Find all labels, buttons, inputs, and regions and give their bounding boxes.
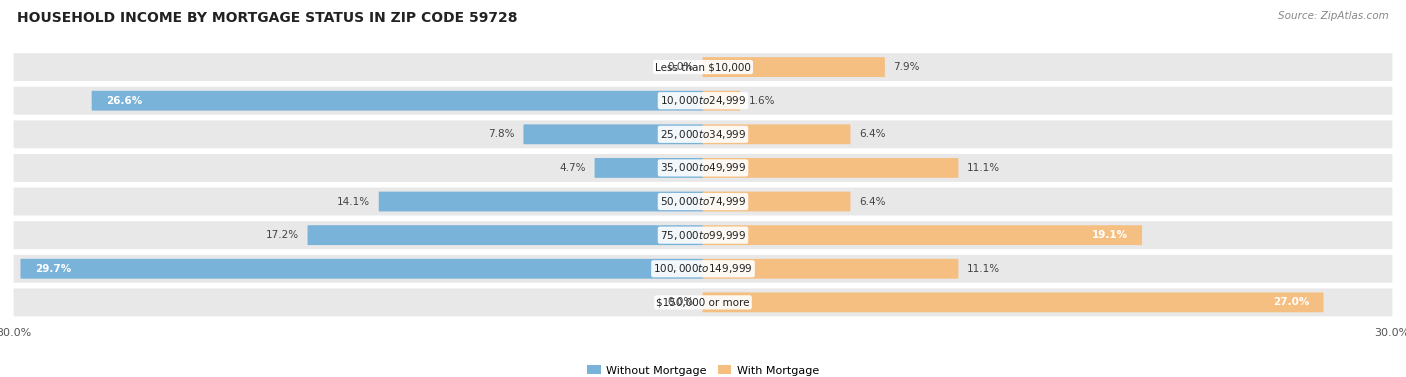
Text: Source: ZipAtlas.com: Source: ZipAtlas.com (1278, 11, 1389, 21)
FancyBboxPatch shape (703, 124, 851, 144)
FancyBboxPatch shape (14, 221, 1392, 249)
FancyBboxPatch shape (703, 225, 1142, 245)
Text: 0.0%: 0.0% (668, 62, 693, 72)
FancyBboxPatch shape (703, 293, 1323, 312)
FancyBboxPatch shape (21, 259, 703, 279)
Text: Less than $10,000: Less than $10,000 (655, 62, 751, 72)
Text: HOUSEHOLD INCOME BY MORTGAGE STATUS IN ZIP CODE 59728: HOUSEHOLD INCOME BY MORTGAGE STATUS IN Z… (17, 11, 517, 25)
Text: 11.1%: 11.1% (967, 163, 1000, 173)
FancyBboxPatch shape (703, 57, 884, 77)
Text: 26.6%: 26.6% (105, 96, 142, 106)
FancyBboxPatch shape (14, 87, 1392, 115)
Text: 4.7%: 4.7% (560, 163, 586, 173)
FancyBboxPatch shape (14, 188, 1392, 216)
FancyBboxPatch shape (703, 192, 851, 211)
Text: 29.7%: 29.7% (35, 264, 70, 274)
Text: 7.8%: 7.8% (488, 129, 515, 139)
FancyBboxPatch shape (14, 154, 1392, 182)
Text: $50,000 to $74,999: $50,000 to $74,999 (659, 195, 747, 208)
Text: 6.4%: 6.4% (859, 129, 886, 139)
Text: 27.0%: 27.0% (1272, 297, 1309, 307)
Text: $75,000 to $99,999: $75,000 to $99,999 (659, 228, 747, 242)
Text: $25,000 to $34,999: $25,000 to $34,999 (659, 128, 747, 141)
Text: 17.2%: 17.2% (266, 230, 299, 240)
FancyBboxPatch shape (703, 259, 959, 279)
Text: 7.9%: 7.9% (894, 62, 920, 72)
Text: 0.0%: 0.0% (668, 297, 693, 307)
Text: 14.1%: 14.1% (337, 196, 370, 207)
Text: 11.1%: 11.1% (967, 264, 1000, 274)
Text: $35,000 to $49,999: $35,000 to $49,999 (659, 161, 747, 175)
FancyBboxPatch shape (595, 158, 703, 178)
Text: $10,000 to $24,999: $10,000 to $24,999 (659, 94, 747, 107)
FancyBboxPatch shape (523, 124, 703, 144)
Legend: Without Mortgage, With Mortgage: Without Mortgage, With Mortgage (582, 361, 824, 377)
Text: $100,000 to $149,999: $100,000 to $149,999 (654, 262, 752, 275)
Text: 19.1%: 19.1% (1091, 230, 1128, 240)
FancyBboxPatch shape (14, 288, 1392, 316)
Text: $150,000 or more: $150,000 or more (657, 297, 749, 307)
FancyBboxPatch shape (14, 255, 1392, 283)
FancyBboxPatch shape (378, 192, 703, 211)
FancyBboxPatch shape (91, 91, 703, 110)
FancyBboxPatch shape (703, 158, 959, 178)
Text: 1.6%: 1.6% (749, 96, 776, 106)
Text: 6.4%: 6.4% (859, 196, 886, 207)
FancyBboxPatch shape (14, 53, 1392, 81)
FancyBboxPatch shape (14, 120, 1392, 148)
FancyBboxPatch shape (308, 225, 703, 245)
FancyBboxPatch shape (703, 91, 740, 110)
